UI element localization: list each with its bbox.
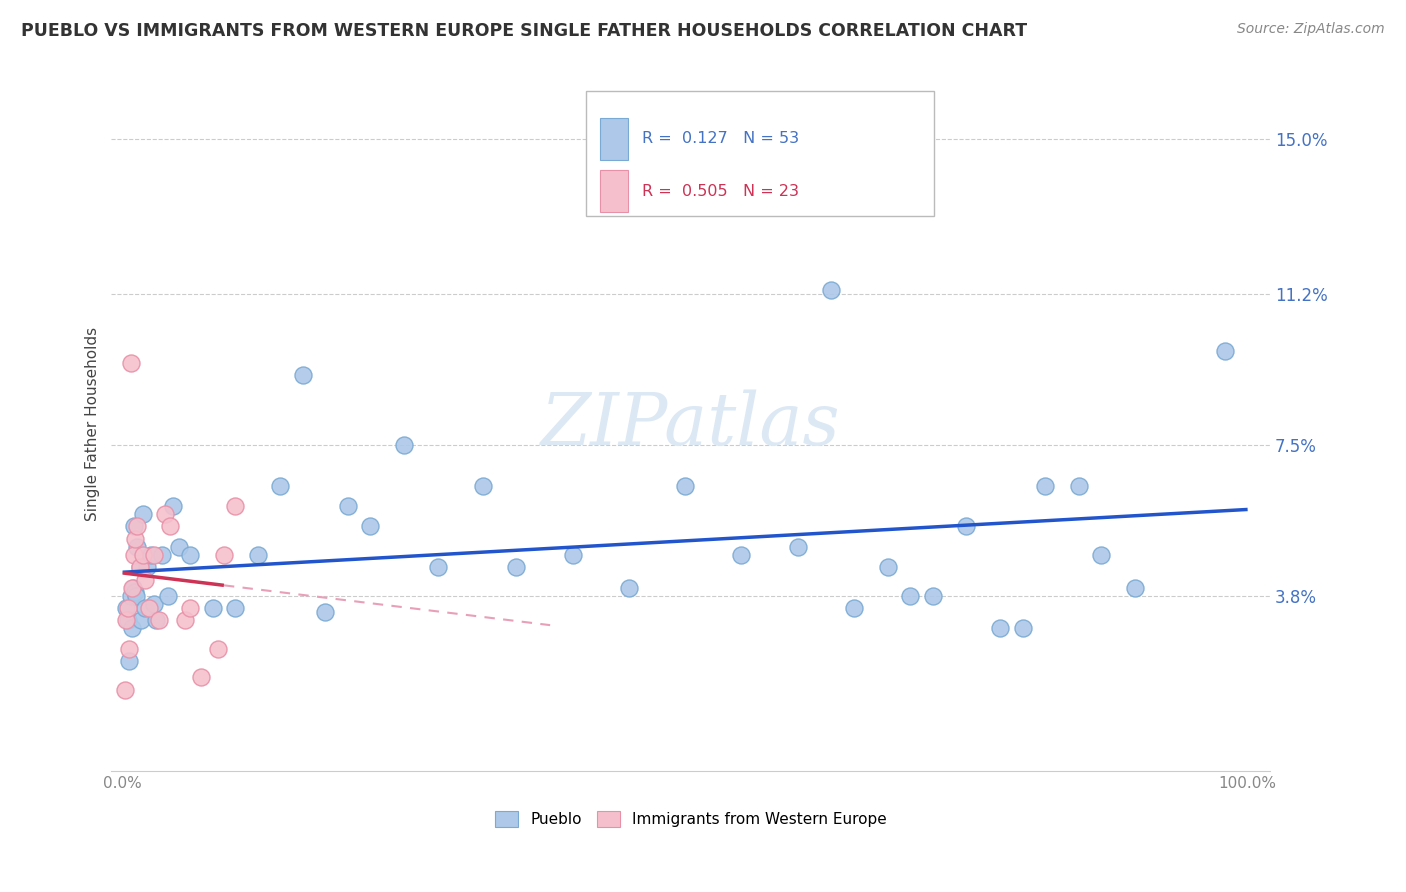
FancyBboxPatch shape (586, 91, 934, 216)
Point (162, 499, 184, 513)
Legend: Pueblo, Immigrants from Western Europe: Pueblo, Immigrants from Western Europe (489, 805, 893, 833)
Point (134, 601, 156, 615)
Point (143, 548, 166, 562)
Point (207, 641, 229, 656)
Point (1011, 622, 1033, 636)
Point (190, 670, 212, 684)
Point (129, 613, 152, 627)
Point (224, 601, 246, 615)
Point (139, 548, 162, 562)
Point (128, 560, 150, 574)
Point (1067, 478, 1090, 492)
Point (120, 356, 142, 370)
Point (179, 601, 201, 615)
Point (201, 601, 224, 615)
Point (156, 589, 179, 603)
Point (673, 478, 696, 492)
Point (121, 581, 143, 595)
Bar (600, 170, 628, 212)
Point (224, 499, 246, 513)
Point (136, 560, 159, 574)
Point (134, 573, 156, 587)
Point (127, 519, 149, 533)
Point (138, 601, 160, 615)
Point (127, 540, 149, 554)
Point (426, 560, 449, 574)
Point (132, 507, 155, 521)
Point (359, 519, 381, 533)
Point (561, 548, 583, 562)
Point (392, 438, 415, 452)
Point (786, 540, 808, 554)
Point (121, 622, 143, 636)
Point (159, 519, 181, 533)
Point (955, 519, 977, 533)
Point (117, 613, 139, 627)
Point (125, 589, 148, 603)
Point (121, 581, 143, 595)
Point (1090, 548, 1112, 562)
Point (132, 548, 155, 562)
Point (898, 589, 921, 603)
Point (842, 601, 865, 615)
Point (1213, 343, 1236, 358)
Point (167, 540, 190, 554)
Point (173, 613, 195, 627)
Point (921, 589, 943, 603)
Point (988, 622, 1011, 636)
Point (876, 560, 898, 574)
Point (1123, 581, 1146, 595)
Point (730, 548, 752, 562)
Point (124, 532, 146, 546)
Point (1033, 478, 1056, 492)
Point (336, 499, 359, 513)
Point (820, 283, 842, 297)
Point (148, 613, 170, 627)
Point (291, 368, 314, 383)
Bar (600, 118, 628, 160)
Point (617, 581, 640, 595)
Text: PUEBLO VS IMMIGRANTS FROM WESTERN EUROPE SINGLE FATHER HOUSEHOLDS CORRELATION CH: PUEBLO VS IMMIGRANTS FROM WESTERN EUROPE… (21, 22, 1028, 40)
Point (269, 478, 291, 492)
Point (246, 548, 269, 562)
Point (115, 613, 138, 627)
Text: R =  0.505   N = 23: R = 0.505 N = 23 (643, 184, 799, 199)
Point (118, 641, 141, 656)
Point (117, 601, 139, 615)
Point (115, 601, 138, 615)
Point (179, 548, 201, 562)
Point (155, 507, 177, 521)
Point (314, 605, 336, 619)
Point (128, 560, 150, 574)
Text: R =  0.127   N = 53: R = 0.127 N = 53 (643, 131, 799, 146)
Point (143, 597, 166, 611)
Text: ZIPatlas: ZIPatlas (541, 389, 841, 459)
Point (122, 548, 145, 562)
Point (505, 560, 527, 574)
Point (124, 584, 146, 599)
Y-axis label: Single Father Households: Single Father Households (86, 327, 100, 522)
Point (118, 654, 141, 668)
Point (471, 478, 494, 492)
Point (150, 548, 173, 562)
Text: Source: ZipAtlas.com: Source: ZipAtlas.com (1237, 22, 1385, 37)
Point (145, 613, 167, 627)
Point (122, 519, 145, 533)
Point (212, 548, 235, 562)
Point (114, 682, 136, 697)
Point (120, 589, 142, 603)
